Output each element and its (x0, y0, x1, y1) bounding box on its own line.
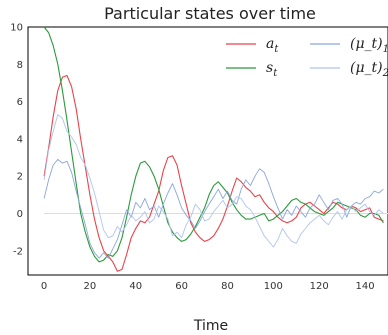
legend-label: (μ_t)1 (350, 36, 388, 55)
x-tick-label: 60 (175, 281, 188, 292)
chart-title: Particular states over time (104, 4, 316, 23)
x-axis-ticks: 0 20 40 60 80 100 120 140 (41, 281, 375, 292)
legend-label: at (266, 36, 279, 55)
legend: at st (μ_t)1 (μ_t)2 (226, 36, 388, 79)
x-tick-label: 20 (84, 281, 97, 292)
x-tick-label: 0 (41, 281, 47, 292)
x-tick-label: 140 (356, 281, 375, 292)
y-tick-label: 6 (17, 97, 23, 108)
x-tick-label: 80 (221, 281, 234, 292)
series-group (43, 26, 384, 272)
y-axis-ticks: 10 8 6 4 2 0 -2 (10, 23, 23, 258)
y-tick-label: 10 (10, 23, 23, 34)
series-line-1 (43, 26, 384, 263)
y-tick-label: 4 (17, 134, 23, 145)
y-tick-label: 8 (17, 60, 23, 71)
y-tick-label: -2 (13, 246, 23, 257)
y-tick-label: 0 (17, 209, 23, 220)
x-axis-label: Time (193, 318, 228, 334)
plot-area (27, 26, 388, 276)
series-line-2 (43, 158, 384, 259)
x-tick-label: 120 (310, 281, 329, 292)
legend-label: (μ_t)2 (350, 60, 388, 79)
series-line-3 (43, 114, 384, 248)
x-tick-label: 100 (264, 281, 283, 292)
series-line-0 (43, 74, 384, 272)
x-tick-label: 40 (129, 281, 142, 292)
legend-label: st (266, 60, 278, 79)
y-tick-label: 2 (17, 172, 23, 183)
